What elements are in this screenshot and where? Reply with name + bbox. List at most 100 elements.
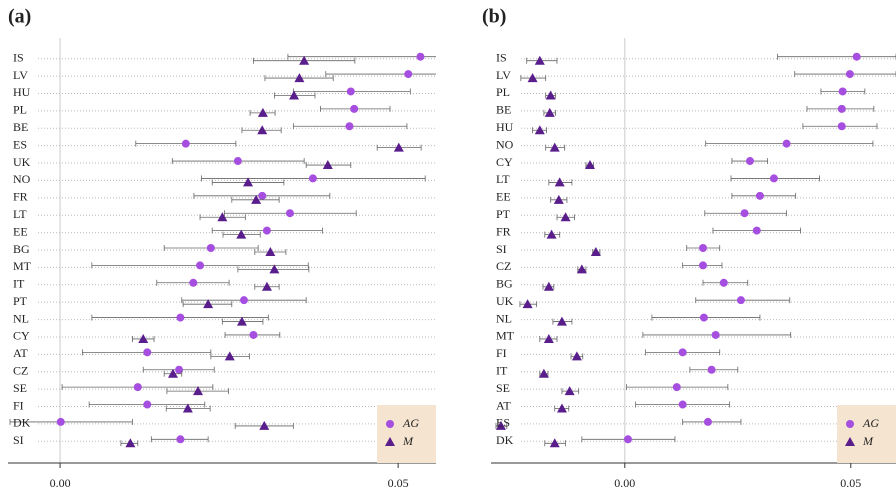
marker: [543, 281, 554, 291]
marker: [192, 386, 203, 396]
marker: [176, 313, 185, 322]
marker: [249, 330, 258, 339]
marker: [584, 160, 595, 170]
y-tick-label: CZ: [496, 259, 511, 273]
marker: [672, 383, 681, 392]
marker: [698, 244, 707, 252]
y-tick-label: PT: [13, 294, 28, 308]
marker: [755, 191, 764, 200]
y-tick-label: SE: [496, 381, 510, 395]
marker: [233, 157, 242, 166]
y-tick-label: UK: [496, 294, 514, 308]
x-tick-label: 0.00: [614, 476, 635, 490]
y-tick-label: CY: [496, 155, 513, 169]
marker: [138, 333, 149, 343]
y-tick-label: AT: [13, 346, 28, 360]
marker: [545, 90, 556, 100]
legend-marker: [385, 437, 395, 446]
y-tick-label: PL: [496, 85, 510, 99]
marker: [404, 70, 413, 79]
y-tick-label: CY: [13, 329, 30, 343]
y-tick-label: UK: [13, 155, 31, 169]
marker: [707, 365, 716, 374]
marker: [143, 400, 152, 409]
panel: [495, 38, 896, 463]
panel-title: (b): [482, 6, 506, 28]
marker: [416, 52, 425, 61]
y-tick-label: MT: [496, 329, 515, 343]
panel: [9, 38, 436, 463]
legend-label: M: [402, 434, 414, 448]
marker: [678, 400, 687, 409]
marker: [259, 420, 270, 430]
marker: [837, 104, 846, 113]
marker: [236, 316, 247, 326]
marker: [257, 125, 268, 135]
y-tick-label: LT: [13, 207, 27, 221]
marker: [564, 386, 575, 396]
marker: [143, 348, 152, 357]
marker: [175, 365, 184, 374]
y-tick-label: NO: [496, 137, 514, 151]
marker: [236, 229, 247, 239]
marker: [576, 264, 587, 274]
marker: [322, 160, 333, 170]
y-tick-label: NO: [13, 172, 31, 186]
marker: [546, 229, 557, 239]
legend-marker: [386, 420, 394, 428]
marker: [752, 226, 761, 235]
marker: [289, 90, 300, 100]
y-tick-label: SE: [13, 381, 27, 395]
marker: [196, 261, 205, 270]
marker: [133, 383, 142, 392]
y-tick-label: HU: [496, 120, 514, 134]
y-tick-label: NL: [496, 311, 512, 325]
y-tick-label: PL: [13, 103, 27, 117]
legend-marker: [846, 420, 854, 428]
x-tick-label: 0.00: [50, 476, 71, 490]
marker: [257, 107, 268, 117]
marker: [560, 212, 571, 222]
y-tick-label: BE: [13, 120, 28, 134]
y-tick-label: BG: [13, 242, 30, 256]
marker: [239, 296, 248, 305]
y-tick-label: DK: [13, 416, 31, 430]
marker: [554, 177, 565, 187]
marker: [553, 194, 564, 204]
marker: [703, 417, 712, 426]
y-tick-label: ES: [496, 416, 510, 430]
y-tick-label: BG: [496, 277, 513, 291]
y-tick-label: HU: [13, 85, 31, 99]
legend-box: [377, 405, 436, 463]
y-tick-label: CZ: [13, 363, 28, 377]
y-tick-label: LV: [13, 68, 28, 82]
y-tick-label: FI: [496, 346, 507, 360]
marker: [527, 73, 538, 83]
marker: [206, 244, 215, 252]
x-tick-label: 0.05: [388, 476, 409, 490]
y-tick-label: LT: [496, 172, 510, 186]
y-tick-label: IS: [13, 50, 24, 64]
marker: [769, 174, 778, 183]
marker: [125, 438, 136, 448]
marker: [838, 87, 847, 96]
y-tick-label: SI: [496, 242, 507, 256]
marker: [346, 87, 355, 96]
marker: [590, 247, 601, 256]
marker: [549, 142, 560, 152]
marker: [544, 107, 555, 117]
y-tick-label: IT: [496, 363, 508, 377]
marker: [538, 368, 549, 378]
marker: [258, 191, 267, 200]
marker: [571, 351, 582, 361]
x-tick-label: 0.05: [840, 476, 861, 490]
marker: [243, 177, 254, 187]
marker: [262, 226, 271, 235]
marker: [167, 368, 178, 378]
marker: [393, 142, 404, 152]
marker: [265, 247, 276, 256]
marker: [350, 104, 359, 113]
marker: [782, 139, 791, 148]
y-tick-label: IT: [13, 277, 25, 291]
